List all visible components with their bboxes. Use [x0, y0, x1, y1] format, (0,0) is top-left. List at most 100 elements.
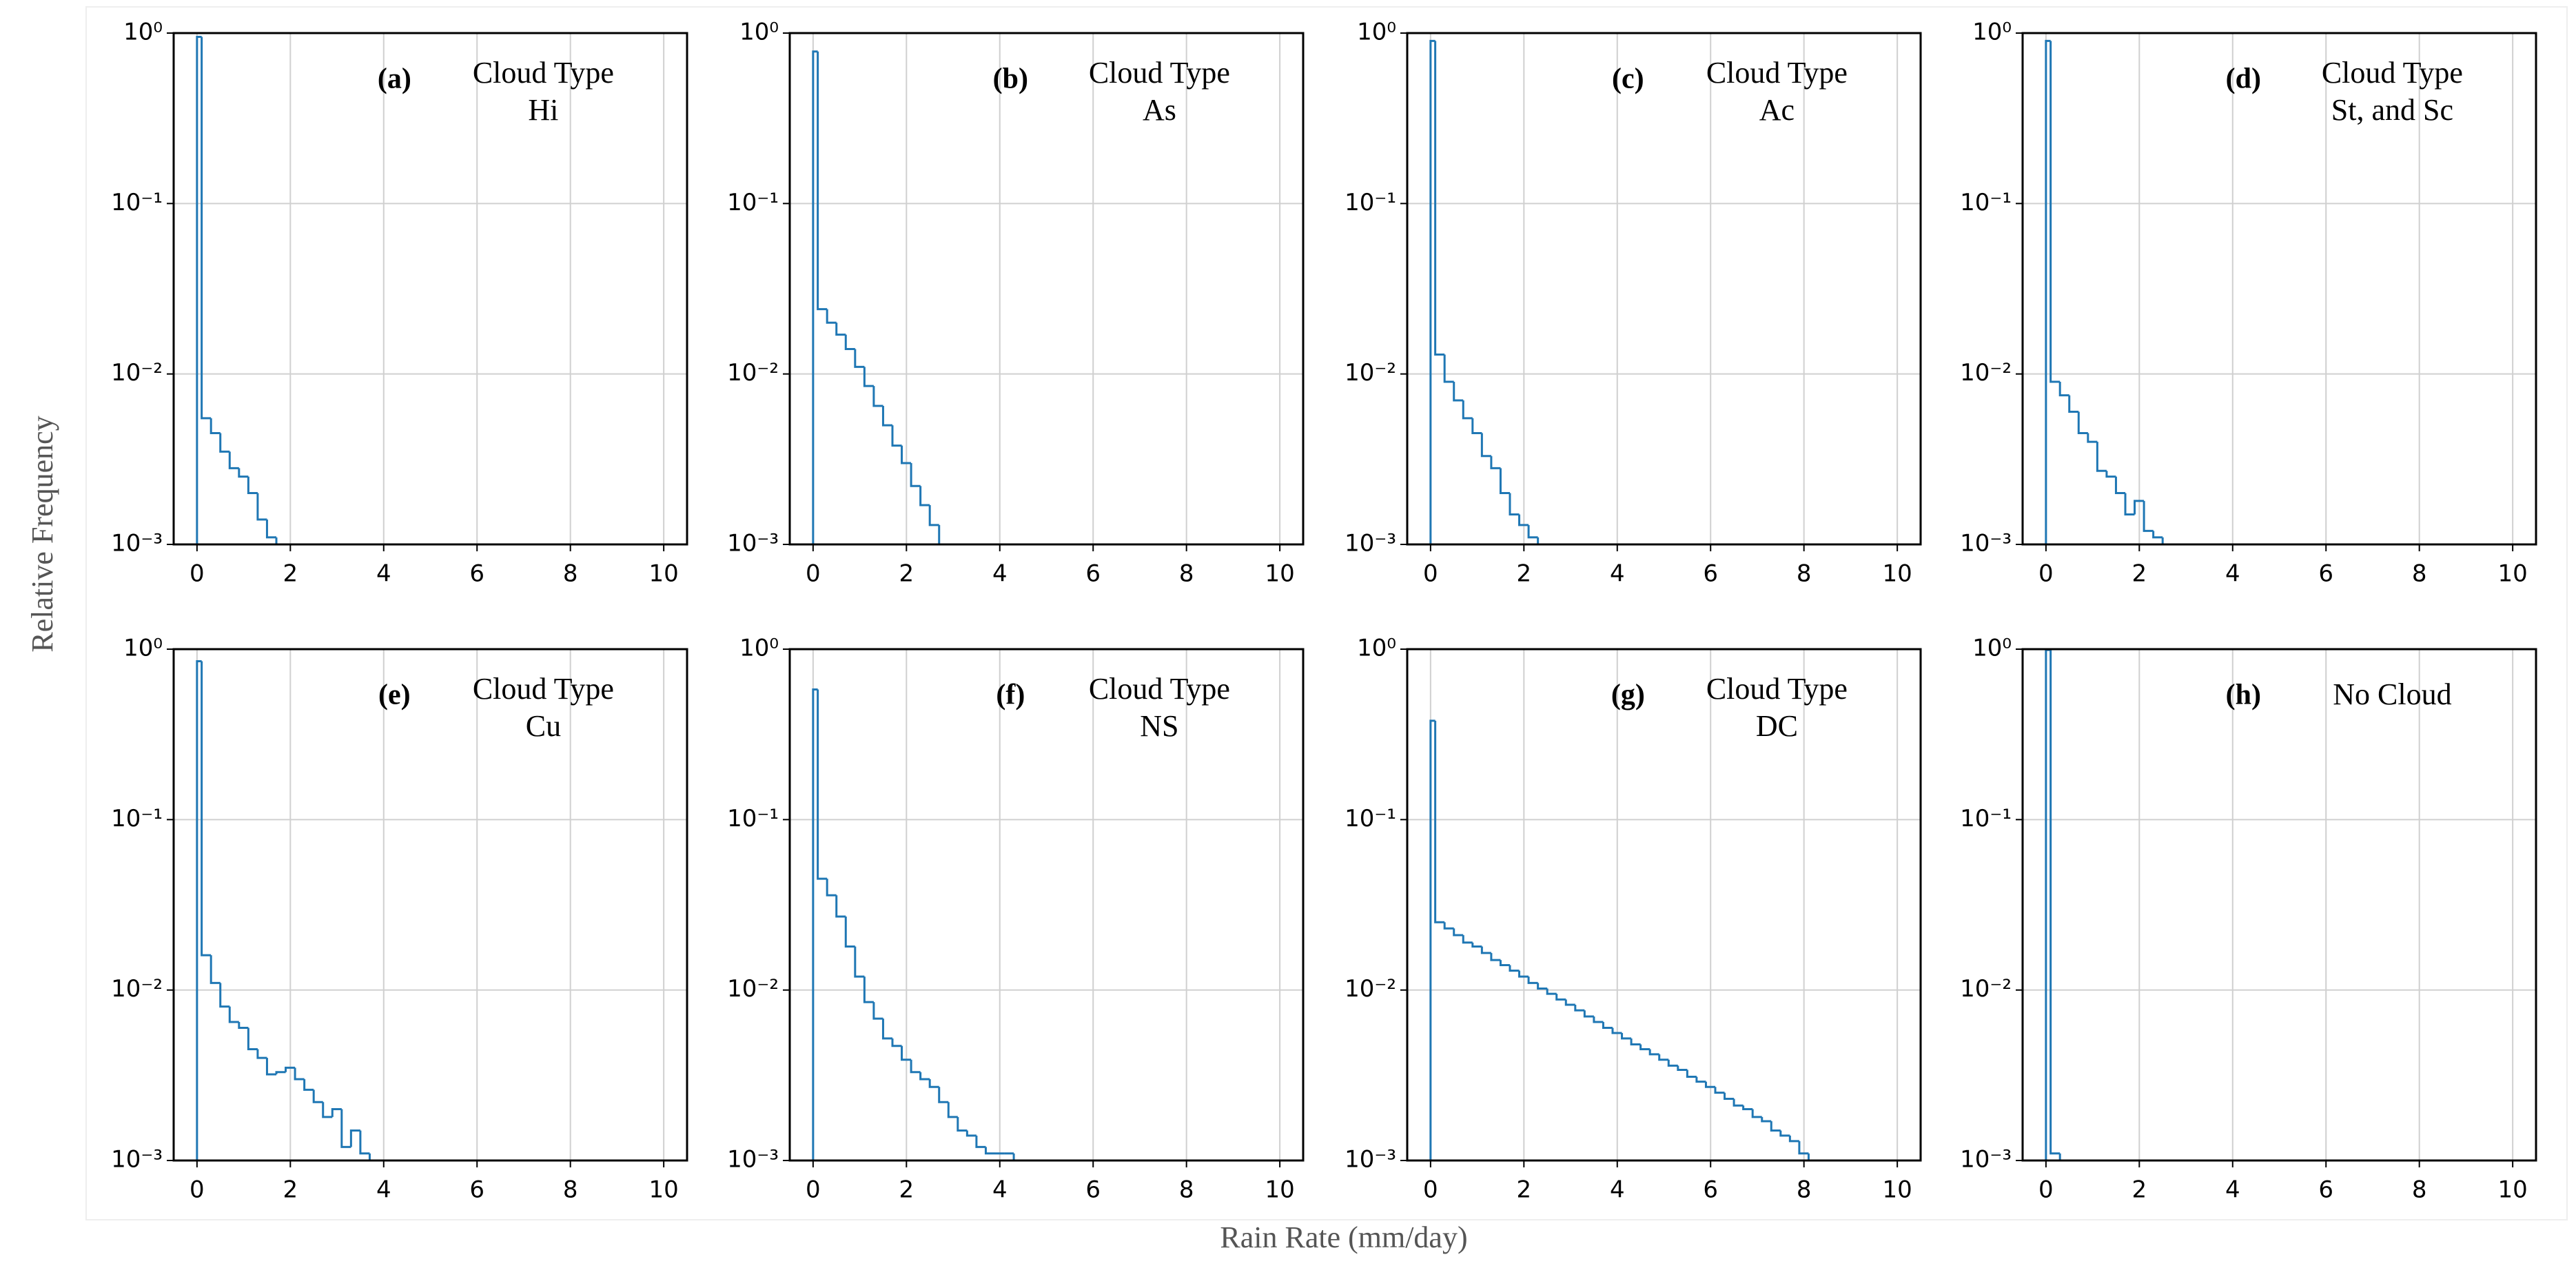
y-tick-label: 10⁻¹ [1960, 805, 2012, 832]
histogram-step [1593, 1016, 1604, 1023]
histogram-step [947, 1102, 958, 1118]
histogram-step [238, 1021, 249, 1030]
histogram-step [835, 895, 846, 918]
x-tick-label: 10 [1265, 560, 1295, 588]
axes-frame [1406, 648, 1922, 1162]
histogram-step [219, 433, 230, 453]
histogram-step [209, 955, 221, 984]
x-tick-label: 4 [2225, 1176, 2240, 1204]
y-tick-label: 10⁻¹ [1345, 805, 1396, 832]
plot-area [196, 659, 371, 1160]
histogram-step [1704, 1081, 1715, 1088]
y-tick-label: 10⁻³ [111, 1146, 163, 1174]
x-tick-label: 0 [190, 560, 205, 588]
histogram-step [2049, 41, 2061, 383]
x-tick-label: 0 [2038, 1176, 2054, 1204]
y-tick-label: 10⁰ [123, 19, 163, 46]
axes-frame [172, 32, 688, 546]
y-tick-label: 10⁰ [739, 635, 779, 662]
x-tick-label: 10 [649, 560, 679, 588]
y-tick-label: 10⁰ [1972, 635, 2012, 662]
histogram-step [247, 476, 258, 495]
histogram-step [196, 36, 202, 544]
y-tick-label: 10⁻¹ [1960, 189, 2012, 216]
x-tick-label: 8 [563, 560, 578, 588]
histogram-step [1499, 468, 1510, 495]
panel-title: Cloud Type [1706, 672, 1848, 706]
panel-subtitle: Hi [528, 93, 558, 127]
x-tick-label: 8 [1179, 1176, 1194, 1204]
histogram-step [1761, 1116, 1772, 1123]
histogram-step [1462, 400, 1473, 420]
panel-label: (d) [2226, 63, 2261, 95]
histogram-step [1480, 433, 1491, 458]
x-tick-label: 10 [1265, 1176, 1295, 1204]
histogram-step [812, 688, 818, 1160]
histogram-step [331, 1108, 342, 1117]
histogram-step [928, 1078, 939, 1088]
panel-label: (f) [996, 679, 1025, 711]
x-tick-label: 4 [992, 1176, 1008, 1204]
histogram-step [1434, 41, 1445, 356]
histogram-step [312, 1090, 323, 1103]
histogram-step [2096, 442, 2107, 472]
x-tick-label: 0 [806, 560, 821, 588]
y-tick-label: 10⁻³ [1960, 530, 2012, 558]
histogram-step [1518, 970, 1529, 978]
histogram-step [2152, 531, 2163, 539]
x-tick-label: 2 [1516, 1176, 1531, 1204]
panel: 0 2 4 6 8 10 10⁻³ 10⁻² 10⁻¹ 10⁰ (h) No Cloud [1960, 635, 2537, 1204]
x-tick-label: 4 [1610, 1176, 1625, 1204]
histogram-step [1639, 1044, 1650, 1050]
x-tick-label: 8 [1797, 1176, 1812, 1204]
histogram-step [322, 1102, 333, 1118]
histogram-step [919, 1072, 930, 1081]
histogram-step [1509, 965, 1520, 972]
histogram-step [817, 689, 828, 880]
x-tick-label: 6 [2318, 560, 2333, 588]
histogram-step [209, 418, 221, 434]
x-tick-label: 2 [899, 1176, 914, 1204]
x-tick-label: 6 [1085, 1176, 1101, 1204]
x-tick-label: 4 [376, 560, 391, 588]
y-tick-label: 10⁰ [1357, 19, 1396, 46]
panel-title: Cloud Type [2322, 56, 2463, 90]
histogram-step [1788, 1135, 1799, 1143]
histogram-step [285, 1066, 296, 1072]
panel-label: (g) [1611, 679, 1645, 711]
histogram-step [1429, 39, 1435, 544]
histogram-step [863, 367, 874, 387]
histogram-step [275, 1071, 286, 1075]
panel-title: No Cloud [2333, 677, 2451, 711]
histogram-step [1471, 942, 1482, 948]
histogram-step [1490, 952, 1501, 961]
histogram-step [196, 659, 202, 1160]
axes-frame [2021, 648, 2537, 1162]
panel-subtitle: As [1143, 93, 1176, 127]
histogram-step [812, 50, 818, 544]
panel-label: (a) [378, 63, 411, 95]
histogram-step [303, 1078, 314, 1091]
histogram-step [881, 1019, 892, 1040]
plot-area [1429, 39, 1540, 544]
x-tick-label: 2 [2132, 1176, 2147, 1204]
histogram-step [1480, 946, 1491, 954]
x-tick-label: 10 [2498, 1176, 2528, 1204]
histogram-step [2077, 411, 2088, 434]
histogram-step [1667, 1059, 1678, 1067]
x-tick-label: 0 [2038, 560, 2054, 588]
histogram-step [238, 468, 249, 478]
histogram-step [1555, 994, 1566, 1001]
histogram-step [256, 493, 267, 521]
histogram-step [1537, 983, 1548, 990]
x-tick-label: 10 [2498, 560, 2528, 588]
figure-frame [85, 6, 2568, 1220]
x-tick-label: 4 [1610, 560, 1625, 588]
y-tick-label: 10⁻¹ [727, 189, 779, 216]
histogram-step [256, 1049, 267, 1059]
histogram-step [826, 309, 837, 324]
panel-title: Cloud Type [473, 56, 614, 90]
y-tick-label: 10⁻¹ [111, 805, 163, 832]
